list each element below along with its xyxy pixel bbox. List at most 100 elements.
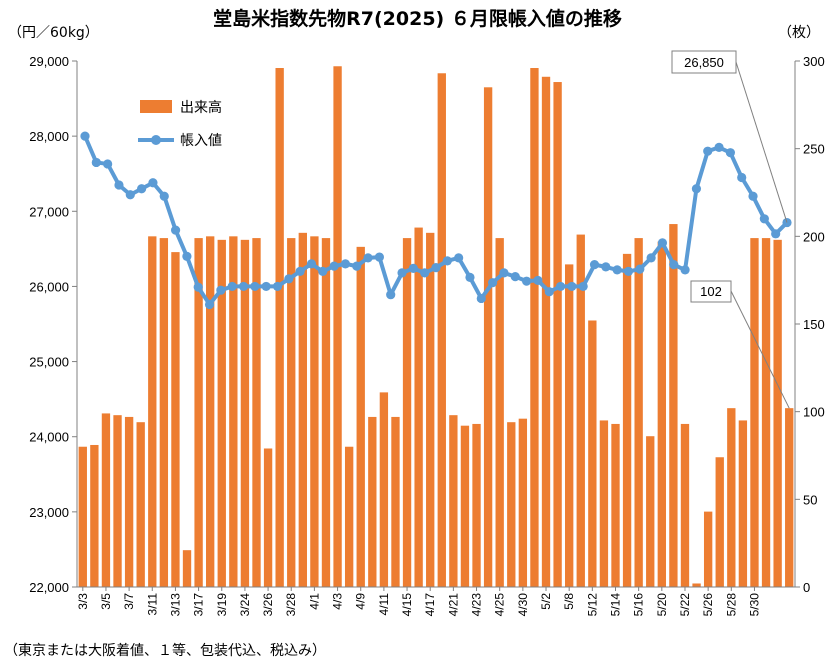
x-tick-label: 4/1: [307, 593, 321, 610]
volume-bar: [333, 66, 342, 587]
volume-bar: [263, 448, 273, 587]
price-callout-label: 26,850: [684, 55, 724, 70]
price-point: [193, 282, 203, 292]
price-point: [261, 281, 271, 292]
price-point: [510, 272, 520, 282]
volume-bar: [148, 236, 157, 587]
price-point: [521, 276, 532, 286]
right-tick-label: 100: [803, 405, 825, 420]
price-point: [80, 131, 90, 141]
volume-bar: [78, 446, 87, 587]
x-tick-label: 3/17: [192, 593, 206, 617]
x-tick-label: 4/23: [470, 593, 484, 617]
price-point: [329, 261, 339, 271]
price-point: [691, 184, 702, 194]
right-tick-label: 150: [803, 317, 825, 332]
price-point: [295, 266, 305, 276]
price-point: [465, 272, 475, 283]
right-tick-label: 250: [803, 142, 825, 157]
price-point: [544, 287, 554, 297]
left-tick-label: 22,000: [29, 580, 69, 595]
volume-bar: [368, 416, 377, 587]
volume-bar: [287, 238, 296, 587]
volume-bar: [495, 238, 504, 587]
price-point: [488, 278, 498, 288]
price-point: [612, 265, 622, 275]
price-point: [250, 281, 260, 292]
volume-bar: [379, 392, 389, 587]
price-point: [499, 268, 509, 278]
legend-line-label: 帳入値: [180, 133, 222, 149]
price-point: [578, 281, 588, 292]
x-tick-label: 5/26: [701, 593, 715, 617]
volume-bar: [426, 232, 435, 587]
left-tick-label: 27,000: [29, 204, 69, 219]
legend-bar-swatch: [140, 100, 172, 113]
left-tick-label: 25,000: [29, 355, 69, 370]
volume-callout-label: 102: [700, 284, 722, 299]
price-point: [408, 263, 418, 273]
price-point: [623, 266, 634, 276]
price-point: [352, 261, 362, 271]
x-tick-label: 5/14: [609, 593, 623, 617]
volume-bar: [159, 238, 169, 587]
x-tick-label: 3/11: [145, 593, 159, 616]
x-tick-label: 4/3: [331, 593, 345, 610]
volume-bar: [90, 444, 99, 587]
price-point: [340, 259, 351, 269]
left-tick-label: 29,000: [29, 54, 69, 69]
volume-bar: [657, 241, 666, 587]
volume-bar: [460, 425, 470, 587]
price-point: [91, 157, 101, 168]
x-tick-label: 3/13: [168, 593, 182, 617]
price-point: [227, 281, 237, 292]
price-point: [725, 148, 735, 158]
x-tick-label: 3/3: [76, 593, 90, 610]
price-point: [476, 293, 486, 304]
price-callout-leader: [735, 61, 788, 223]
x-tick-label: 3/5: [99, 593, 113, 610]
volume-bar: [703, 511, 713, 587]
x-tick-label: 4/30: [516, 593, 530, 617]
price-point: [771, 229, 781, 239]
x-tick-label: 5/28: [724, 593, 738, 617]
volume-bar: [634, 238, 643, 587]
volume-bar: [391, 416, 400, 587]
price-point: [238, 281, 249, 292]
volume-bar: [576, 234, 585, 587]
x-tick-label: 3/26: [261, 593, 275, 617]
price-point: [397, 268, 407, 278]
x-tick-label: 3/24: [238, 593, 252, 617]
price-point: [782, 217, 792, 228]
price-point: [555, 281, 566, 292]
volume-bars: [78, 66, 794, 588]
volume-bar: [646, 436, 655, 587]
volume-bar: [727, 408, 736, 587]
right-tick-label: 200: [803, 229, 825, 244]
x-tick-label: 5/16: [632, 593, 646, 617]
volume-bar: [182, 550, 192, 587]
price-point: [420, 268, 430, 278]
x-tick-label: 5/8: [562, 593, 576, 610]
price-point: [442, 256, 452, 266]
volume-bar: [785, 408, 794, 587]
price-point: [533, 275, 543, 286]
price-point: [363, 253, 373, 263]
volume-bar: [402, 238, 412, 587]
volume-bar: [101, 413, 111, 587]
volume-bar: [518, 418, 528, 587]
price-point: [759, 214, 769, 224]
price-point: [148, 178, 158, 188]
volume-bar: [136, 422, 145, 587]
price-line: [80, 131, 792, 310]
price-point: [669, 260, 679, 270]
volume-bar: [761, 238, 771, 587]
price-point: [182, 251, 192, 261]
x-tick-label: 4/9: [354, 593, 368, 610]
price-point: [714, 142, 724, 153]
x-tick-label: 5/20: [655, 593, 669, 617]
x-tick-label: 5/2: [539, 593, 553, 610]
axes: 22,000 23,000 24,000 25,000 26,000 27,000 28,0…: [29, 54, 824, 616]
price-point: [284, 274, 294, 284]
volume-bar: [530, 68, 539, 587]
